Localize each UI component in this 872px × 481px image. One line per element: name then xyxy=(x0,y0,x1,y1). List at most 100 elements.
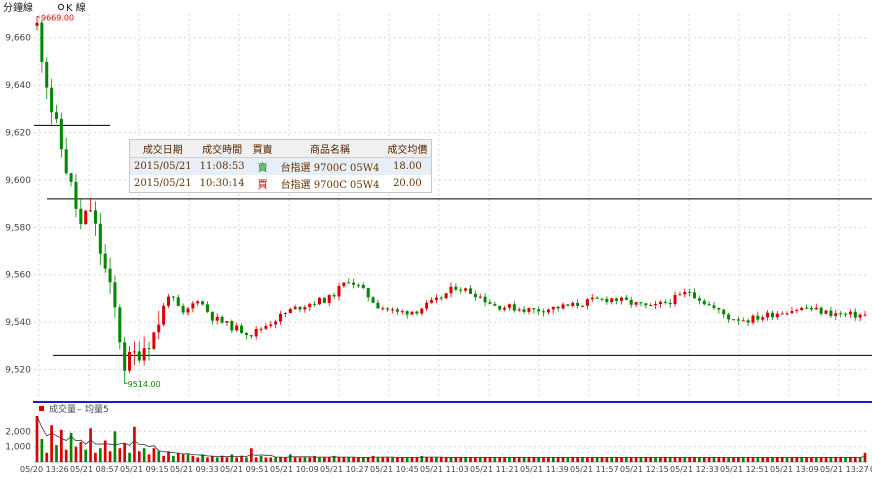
volume-bar xyxy=(693,457,696,462)
volume-bar xyxy=(727,457,730,462)
volume-bar xyxy=(824,457,828,462)
candle xyxy=(459,286,463,294)
candle xyxy=(756,311,760,323)
volume-bar xyxy=(469,457,472,462)
volume-bar xyxy=(69,432,73,462)
volume-bar xyxy=(537,457,541,462)
candle xyxy=(712,301,716,310)
volume-bar xyxy=(488,457,492,462)
volume-bar xyxy=(444,457,448,462)
table-row[interactable]: 2015/05/21 11:08:53 賣 台指選 9700C 05W4 18.… xyxy=(129,157,432,175)
volume-bar xyxy=(634,457,638,462)
tab-k-line[interactable]: K 線 xyxy=(66,1,86,14)
candle xyxy=(254,326,258,340)
candle xyxy=(181,303,185,315)
candle xyxy=(166,294,171,308)
candle xyxy=(858,312,862,322)
volume-bar xyxy=(737,457,740,462)
candle xyxy=(152,331,156,350)
candle xyxy=(576,298,580,309)
tab-minute-line[interactable]: 分鐘線 xyxy=(3,1,33,14)
candle xyxy=(269,320,273,329)
volume-bar xyxy=(839,457,842,462)
candle xyxy=(853,308,857,321)
volume-bar xyxy=(819,457,823,462)
price-tick-label: 9,640 xyxy=(5,81,31,91)
volume-bar xyxy=(137,451,141,462)
candle xyxy=(225,320,229,326)
volume-bar xyxy=(123,443,127,462)
candle xyxy=(507,303,511,311)
volume-bar xyxy=(610,457,614,462)
volume-bar xyxy=(761,457,765,462)
candle xyxy=(556,305,560,312)
volume-legend-label: 成交量 xyxy=(49,403,76,415)
candle xyxy=(59,112,63,158)
candle xyxy=(84,210,88,225)
volume-bar xyxy=(863,452,867,462)
candle xyxy=(532,308,536,314)
time-tick-label: 05/21 1 xyxy=(870,465,872,474)
volume-bar xyxy=(571,457,575,462)
table-row[interactable]: 2015/05/21 10:30:14 買 台指選 9700C 05W4 20.… xyxy=(129,175,432,193)
candle xyxy=(332,292,336,299)
volume-bar xyxy=(814,457,818,462)
time-tick-label: 05/20 13:26 xyxy=(20,465,69,474)
candle xyxy=(69,172,73,187)
volume-bar xyxy=(556,457,560,462)
volume-bar xyxy=(780,457,784,462)
volume-bar xyxy=(318,457,321,462)
candle xyxy=(814,303,818,310)
volume-bar xyxy=(55,445,58,462)
candle xyxy=(624,294,628,301)
candle xyxy=(205,301,209,313)
candle xyxy=(848,309,852,319)
volume-bar xyxy=(172,455,175,462)
volume-bar xyxy=(298,457,302,462)
volume-bar xyxy=(128,452,131,462)
candle xyxy=(93,201,97,236)
volume-bar xyxy=(449,457,453,462)
trade-date: 2015/05/21 xyxy=(129,175,196,193)
candle xyxy=(863,311,867,317)
candle xyxy=(137,341,141,364)
volume-bar xyxy=(60,429,63,462)
candle xyxy=(293,304,297,310)
volume-bar xyxy=(342,457,346,462)
candle xyxy=(54,104,58,124)
candle xyxy=(376,300,380,309)
volume-bar xyxy=(245,457,248,462)
volume-bar xyxy=(493,457,497,462)
volume-bar xyxy=(225,457,229,462)
candle xyxy=(454,283,458,292)
trade-product: 台指選 9700C 05W4 xyxy=(276,157,384,175)
candle xyxy=(410,311,414,315)
volume-bar xyxy=(430,457,433,462)
candle xyxy=(337,283,341,301)
time-axis: 05/20 13:26 05/21 08:57 05/21 09:15 05/21 0… xyxy=(20,465,872,474)
price-tick-label: 9,580 xyxy=(5,223,31,233)
candle xyxy=(371,296,375,304)
volume-bar xyxy=(698,457,701,462)
candle xyxy=(761,314,765,323)
candle xyxy=(839,311,843,318)
volume-bar xyxy=(800,457,804,462)
k-line-radio-icon[interactable] xyxy=(57,3,65,11)
volume-bar xyxy=(396,457,399,462)
candle xyxy=(688,288,692,297)
candle xyxy=(522,305,526,315)
price-tick-label: 9,520 xyxy=(5,366,31,376)
candle xyxy=(824,309,828,315)
candle xyxy=(707,301,711,306)
candle xyxy=(283,312,287,318)
candle xyxy=(517,307,521,312)
candle xyxy=(191,300,195,313)
volume-bar xyxy=(829,457,833,462)
volume-bar xyxy=(576,457,579,462)
volume-bar xyxy=(639,457,643,462)
time-tick-label: 05/21 09:51 xyxy=(220,465,269,474)
time-tick-label: 05/21 08:57 xyxy=(70,465,119,474)
volume-bar xyxy=(600,457,604,462)
volume-bar xyxy=(420,455,424,462)
